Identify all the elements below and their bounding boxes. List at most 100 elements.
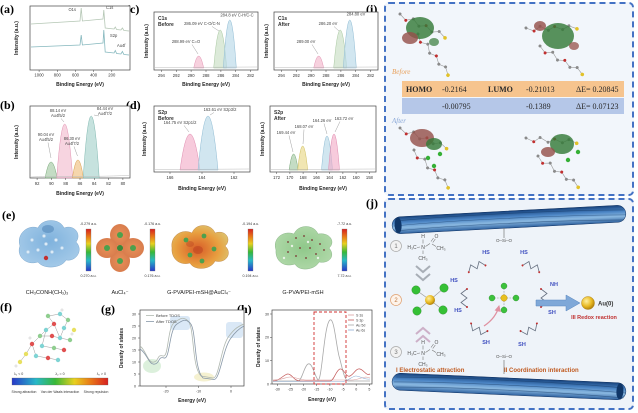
orbital-cluster-lumo-before [523, 12, 590, 78]
a-ylabel: Intensity (a.u.) [14, 21, 20, 55]
colorbar-max: -0.176 a.u. [144, 222, 161, 226]
esp-name-1: CH₃CONH(CH₃)₃ [26, 290, 68, 296]
homo-after-value: -0.00795 [442, 101, 471, 111]
esp-blob-composite-aucl4 [171, 225, 229, 269]
h-ytick: 30 [265, 312, 269, 316]
b-xtick: 82 [106, 181, 111, 186]
survey-o1s-label: O1s [68, 7, 76, 12]
g-ytick: 0 [134, 384, 136, 388]
d-xtick: 164 [199, 175, 207, 180]
orbital-cluster-homo-before [394, 11, 460, 79]
panel-c-c1s-plots: C1s Before 288.99 eV C=O 286.09 eV C-O/C… [144, 12, 379, 88]
step-3-number: 3 [394, 350, 398, 356]
esp-colorbar-3 [247, 228, 254, 272]
tdos-after-curve [139, 319, 245, 380]
tdos-legend-after: After TDOS [156, 319, 177, 324]
g-ytick: 15 [132, 348, 136, 352]
central-aucl4-icon [488, 282, 520, 314]
survey-c1s-label: C1s [106, 5, 113, 10]
c1s-before-subtitle: Before [158, 22, 174, 28]
d-xlabel: Binding Energy (eV) [178, 186, 226, 192]
d-xlabel: Binding Energy (eV) [299, 186, 347, 192]
homo-lumo-panel: Before HOMO -0.2164 LUMO -0.21013 ΔE= 0.… [384, 2, 634, 196]
lumo-before-value: -0.21013 [526, 84, 555, 94]
orbital-table-row-before: HOMO -0.2164 LUMO -0.21013 ΔE= 0.20845 [402, 81, 624, 97]
tdos-legend-before: Before TDOS [156, 313, 180, 318]
survey-trace-lower [30, 29, 130, 56]
b-xtick: 90 [49, 181, 54, 186]
c-xtick: 282 [367, 73, 375, 78]
c-xtick: 292 [173, 73, 181, 78]
c-xlabel: Binding Energy (eV) [182, 82, 230, 88]
thiol-macrocycle: HS HS HS SH SH SH NH HS O–Si–O O–Si–O [450, 228, 558, 374]
h-xtick: -25 [288, 388, 293, 392]
colorbar-min: 0.176 a.u. [145, 274, 161, 278]
colorbar-max: -7.72 a.u. [337, 222, 352, 226]
thiol-label: HS [450, 278, 458, 284]
h-xtick: -15 [314, 388, 319, 392]
silane-anchor-bottom: O–Si–O [496, 354, 513, 359]
thiol-label: SH [518, 342, 526, 348]
s2p-ann: 168.07 eV [295, 124, 314, 129]
pdos-legend: S 3s S 3p Au 5d Au 6s [348, 314, 365, 333]
before-label: Before [392, 68, 411, 76]
c-xtick: 286 [337, 73, 345, 78]
h-ytick: 10 [265, 359, 269, 363]
g-ylabel: Density of states [119, 328, 125, 368]
orbital-cluster-lumo-after [523, 127, 587, 191]
c-xtick: 288 [323, 73, 331, 78]
nci-scale-right: λ₂ > 0 [97, 372, 106, 376]
a-xtick: 1000 [34, 73, 44, 78]
g-ytick: 10 [132, 360, 136, 364]
step-3-badge [390, 346, 402, 358]
d-xtick: 168 [300, 175, 308, 180]
h-ytick: 20 [265, 336, 269, 340]
panel-g-label: (g) [101, 302, 115, 316]
c-xtick: 284 [352, 73, 360, 78]
g-xtick: 0 [230, 390, 232, 394]
esp-colorbar-1 [85, 228, 92, 272]
survey-au4f-label: Au4f [117, 43, 126, 48]
pdos-legend-au5d: Au 5d [356, 324, 365, 328]
au4f-ann: 90.04 eV [38, 132, 55, 137]
mechanism-panel: H H₃C N O CH₃ CH₃ [384, 198, 634, 410]
esp-name-3: G-PVA/PEI-mSH@AuCl₄⁻ [167, 290, 231, 296]
amine-label: NH [550, 282, 558, 288]
thiol-label: SH [548, 310, 556, 316]
g-ytick: 5 [134, 372, 136, 376]
c-xtick: 292 [293, 73, 301, 78]
c-xtick: 282 [247, 73, 255, 78]
colorbar-max: -0.279 a.u. [80, 222, 97, 226]
d-xtick: 164 [326, 175, 334, 180]
fiber-bottom [391, 373, 627, 400]
c1s-before-title: C1s [158, 16, 167, 22]
g-ytick: 30 [132, 312, 136, 316]
nci-colorbar [11, 377, 109, 386]
d-xtick: 172 [273, 175, 281, 180]
orbital-cluster-homo-after [395, 125, 459, 191]
s2p-before-subtitle: Before [158, 116, 174, 122]
after-label: After [392, 117, 406, 125]
h-ylabel: Density of states [256, 327, 262, 367]
esp-blob-aucl4 [96, 224, 144, 272]
survey-s2p-label: S2p [110, 33, 118, 38]
s2p-after-title: S2p [274, 110, 283, 116]
pdos-s3s-curve [272, 376, 371, 381]
thiol-label: SH [482, 340, 490, 346]
panel-h-pdos-plot: S 3s S 3p Au 5d Au 6s 0 10 20 30 -30 -25… [256, 309, 373, 403]
panel-d-s2p-plots: S2p Before 164.75 eV S2p1/2 163.61 eV S2… [142, 105, 377, 192]
esp-blob-acetamide [18, 220, 80, 268]
s2p-ann: 164.26 eV [313, 118, 332, 123]
c-xtick: 288 [203, 73, 211, 78]
au4f-ann: Au4f5/2 [39, 137, 54, 142]
h-xlabel: Energy (eV) [308, 397, 336, 403]
b-xtick: 86 [78, 181, 83, 186]
c1s-ann: 286.09 eV C-O/C-N [184, 21, 220, 26]
d-xtick: 158 [366, 175, 374, 180]
orbital-clusters [394, 11, 590, 191]
tdos-highlight-yellow [194, 372, 214, 382]
thiol-label: HS [454, 308, 462, 314]
c-xtick: 284 [232, 73, 240, 78]
pdos-s3p-curve [272, 368, 371, 382]
